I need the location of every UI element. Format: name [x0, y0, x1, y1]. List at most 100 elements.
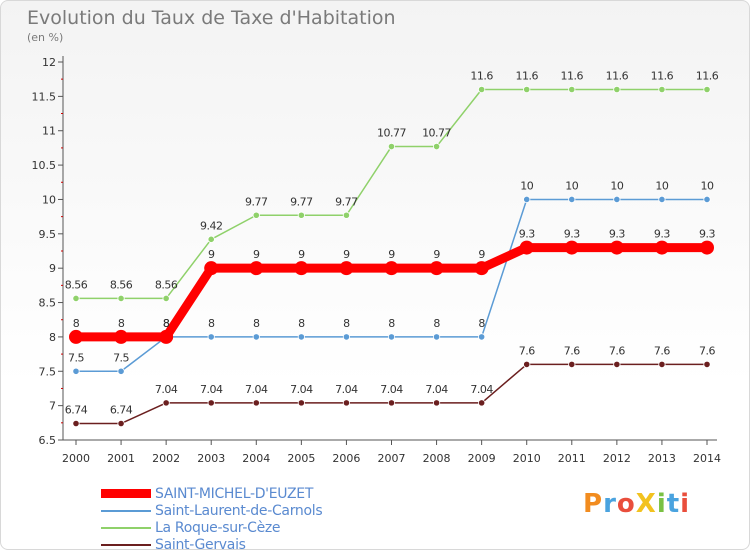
data-point [478, 333, 486, 341]
data-label: 8.56 [65, 278, 88, 291]
x-tick-label: 2012 [603, 452, 631, 465]
data-label: 9.77 [335, 195, 358, 208]
data-point [252, 399, 260, 407]
data-label: 7.04 [380, 383, 403, 396]
data-point [613, 195, 621, 204]
data-label: 7.6 [609, 344, 625, 357]
data-label: 8 [163, 317, 170, 330]
data-point [523, 195, 531, 204]
y-tick-label: 8.5 [39, 297, 57, 310]
y-tick-label: 10 [42, 193, 56, 206]
data-label: 7.04 [290, 383, 313, 396]
data-label: 10.77 [377, 127, 406, 140]
data-label: 11.6 [696, 69, 719, 82]
data-label: 9.3 [654, 228, 670, 241]
chart-title: Evolution du Taux de Taxe d'Habitation [27, 7, 396, 29]
data-label: 8 [253, 317, 260, 330]
data-point [204, 261, 219, 276]
data-label: 8 [163, 317, 170, 330]
data-label: 9 [208, 248, 215, 261]
data-point [568, 85, 576, 94]
data-label: 9.3 [564, 228, 580, 241]
data-label: 10.77 [422, 127, 451, 140]
data-label: 8.56 [155, 278, 178, 291]
legend-swatch [101, 526, 151, 529]
data-label: 9 [343, 248, 350, 261]
data-label: 6.74 [110, 404, 133, 417]
data-point [613, 85, 621, 94]
data-label: 9 [253, 248, 260, 261]
data-point [474, 261, 489, 276]
data-label: 9 [388, 248, 395, 261]
legend-item: Saint-Laurent-de-Carnols [101, 502, 323, 519]
data-point [72, 419, 80, 428]
data-point [523, 360, 531, 368]
data-label: 7.04 [425, 383, 448, 396]
data-point [384, 261, 399, 276]
y-tick-label: 11 [42, 125, 56, 138]
data-point [700, 240, 714, 255]
data-point [387, 399, 396, 407]
data-label: 8 [433, 317, 440, 330]
data-point [72, 294, 80, 303]
data-point [387, 142, 396, 151]
data-label: 9.3 [519, 228, 535, 241]
data-label: 8 [118, 317, 125, 330]
data-point [478, 399, 486, 407]
data-label: 8.56 [110, 278, 133, 291]
data-point [703, 360, 711, 368]
x-tick-label: 2014 [693, 452, 721, 465]
x-tick-label: 2001 [107, 452, 135, 465]
data-label: 9.77 [245, 195, 268, 208]
data-point [252, 211, 260, 219]
y-tick-label: 12 [42, 56, 56, 69]
line-chart: 6.5 7 7.5 8 8.5 9 9.5 10 10.5 11 11.5 12 2000 2001 200… [32, 56, 721, 465]
data-label: 9.77 [290, 195, 313, 208]
legend-label: SAINT-MICHEL-D'EUZET [155, 485, 314, 502]
data-label: 10 [610, 179, 623, 192]
x-tick-label: 2008 [423, 452, 451, 465]
data-label: 9.3 [699, 228, 715, 241]
data-point [658, 195, 666, 204]
data-point [162, 399, 170, 407]
data-point [207, 399, 215, 407]
data-label: 11.6 [606, 69, 629, 82]
data-point [613, 360, 621, 368]
data-point [342, 211, 351, 219]
data-point [207, 333, 215, 341]
data-label: 10 [655, 179, 668, 192]
data-label: 9 [433, 248, 440, 261]
data-point [117, 367, 125, 375]
data-point [432, 333, 441, 341]
data-point [162, 294, 170, 303]
data-point [249, 261, 264, 276]
legend-item: La Roque-sur-Cèze [101, 519, 322, 536]
data-label: 7.04 [335, 383, 358, 396]
data-label: 7.04 [470, 383, 493, 396]
x-tick-label: 2006 [332, 452, 360, 465]
data-label: 10 [701, 179, 714, 192]
data-point [703, 195, 711, 204]
data-point [658, 360, 666, 368]
data-label: 7.6 [654, 344, 670, 357]
data-point [429, 261, 444, 276]
legend-item: Saint-Gervais [101, 536, 322, 549]
data-label: 8 [388, 317, 395, 330]
data-label: 6.74 [65, 404, 88, 417]
legend: SAINT-MICHEL-D'EUZET Saint-Laurent-de-Car… [101, 485, 323, 549]
x-tick-label: 2004 [242, 452, 270, 465]
data-label: 11.6 [515, 69, 538, 82]
x-tick-label: 2007 [378, 452, 406, 465]
data-point [568, 360, 576, 368]
y-tick-label: 9.5 [39, 228, 57, 241]
x-tick-label: 2003 [197, 452, 225, 465]
y-tick-label: 11.5 [32, 90, 57, 103]
data-point [297, 399, 305, 407]
data-label: 7.04 [200, 383, 223, 396]
legend-swatch [101, 489, 151, 498]
data-label: 7.5 [113, 351, 129, 364]
data-label: 9 [478, 248, 485, 261]
data-label: 9 [298, 248, 305, 261]
y-tick-label: 9 [49, 262, 56, 275]
